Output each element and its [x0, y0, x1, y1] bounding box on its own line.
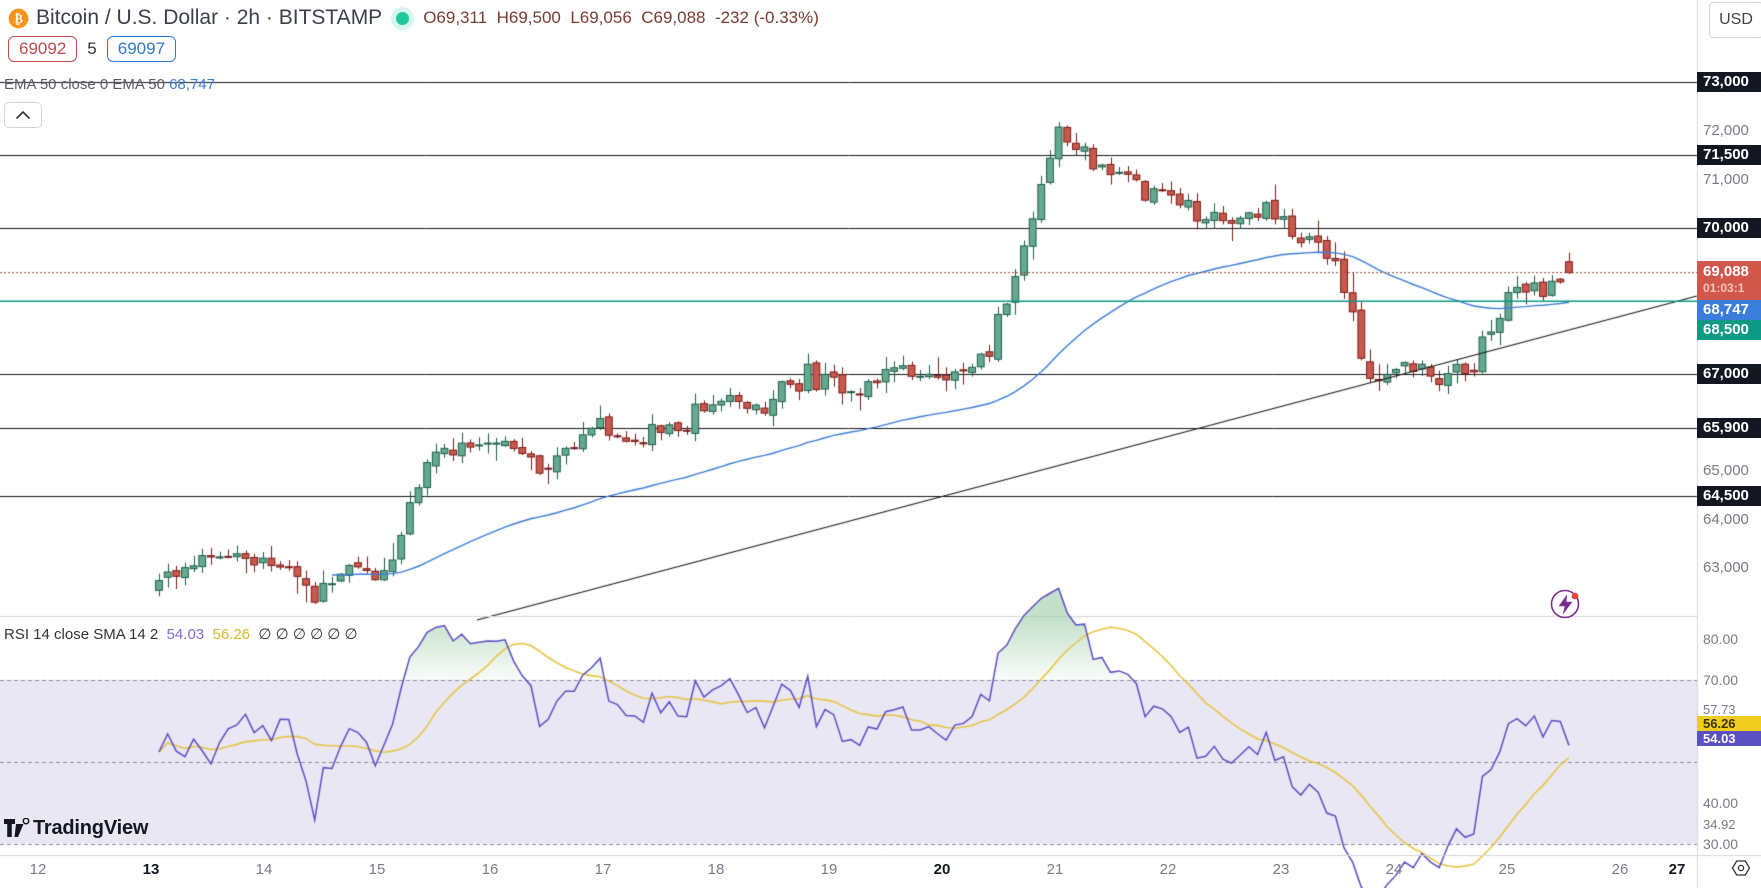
- svg-text:₿: ₿: [15, 12, 23, 26]
